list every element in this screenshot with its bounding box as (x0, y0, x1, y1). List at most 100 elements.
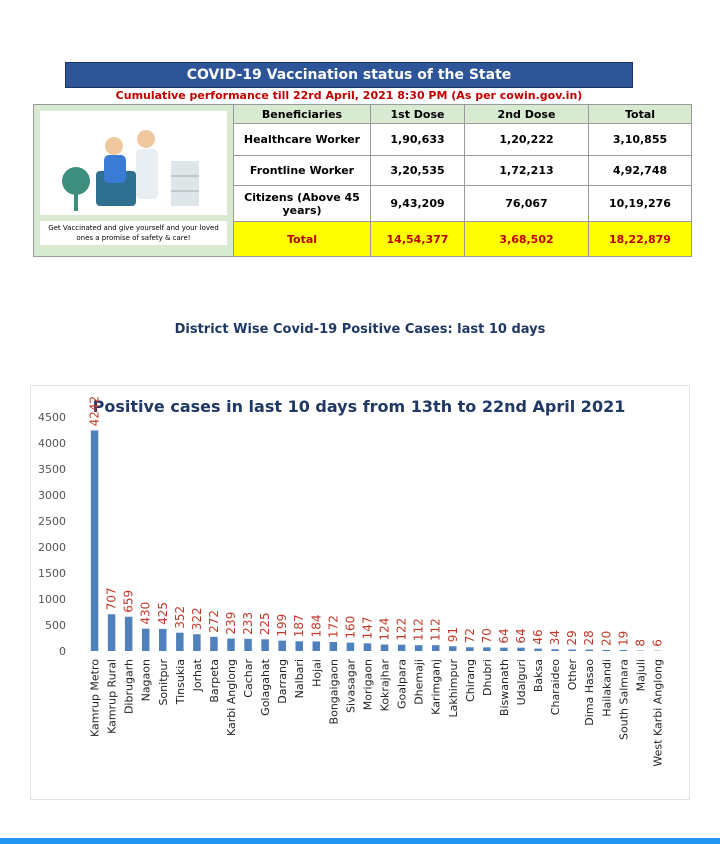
bar (346, 642, 355, 651)
y-tick-label: 4000 (38, 437, 66, 450)
section-title: District Wise Covid-19 Positive Cases: l… (174, 322, 546, 337)
bar (397, 644, 406, 651)
chart-frame: Positive cases in last 10 days from 13th… (30, 385, 690, 800)
table-subtitle: Cumulative performance till 22rd April, … (115, 89, 583, 102)
value-label: 4242 (88, 396, 102, 427)
value-label: 172 (326, 615, 340, 638)
bar (124, 616, 133, 651)
cell: Total (233, 221, 371, 257)
cell: 4,92,748 (588, 155, 692, 186)
y-tick-label: 2000 (38, 541, 66, 554)
cell: Frontline Worker (233, 155, 371, 186)
x-tick-label: Dima Hasao (583, 659, 596, 726)
bar (295, 641, 303, 651)
x-tick-label: Jorhat (191, 658, 204, 692)
x-tick-label: Bongaigaon (327, 659, 340, 724)
value-label: 20 (599, 631, 613, 646)
x-tick-label: Kamrup Rural (106, 659, 119, 734)
cell: 18,22,879 (588, 221, 692, 257)
value-label: 160 (343, 616, 357, 639)
x-tick-label: Kamrup Metro (89, 659, 102, 737)
value-label: 19 (616, 631, 630, 646)
bar (261, 639, 269, 651)
x-tick-label: Golagahat (259, 658, 272, 715)
illustration-art (62, 130, 199, 211)
value-label: 425 (156, 602, 170, 625)
value-label: 112 (412, 618, 426, 641)
bar (449, 646, 457, 651)
x-tick-label: Majuli (634, 659, 647, 691)
chart-title: Positive cases in last 10 days from 13th… (93, 397, 626, 416)
value-label: 233 (241, 612, 255, 635)
y-tick-label: 3500 (38, 463, 66, 476)
cell: 1,72,213 (464, 155, 589, 186)
value-label: 272 (207, 610, 221, 633)
value-label: 187 (292, 614, 306, 637)
bar (414, 645, 423, 651)
x-tick-label: Dhemaji (413, 659, 426, 705)
x-tick-label: Chirang (464, 659, 477, 702)
bar (193, 634, 201, 651)
bar (619, 650, 628, 651)
bar (602, 649, 611, 651)
y-tick-label: 500 (45, 619, 66, 632)
x-tick-label: Sivasagar (344, 659, 357, 713)
x-tick-label: Goalpara (396, 659, 409, 709)
value-label: 91 (446, 627, 460, 642)
column-header: 2nd Dose (464, 104, 589, 124)
bar (483, 647, 491, 651)
bar (90, 430, 99, 651)
y-tick-label: 1000 (38, 593, 66, 606)
bar (517, 647, 525, 651)
x-tick-label: Morigaon (361, 659, 374, 710)
value-label: 707 (105, 587, 119, 610)
value-label: 239 (224, 612, 238, 635)
x-tick-label: Hailakandi (600, 659, 613, 717)
header-row: Get Vaccinated and give yourself and you… (33, 104, 692, 257)
x-tick-label: Darrang (276, 659, 289, 704)
cell: 1,90,633 (370, 123, 465, 156)
bar (431, 645, 440, 651)
value-label: 122 (395, 618, 409, 641)
row: Citizens (Above 45 years) 9,43,209 76,067 1… (34, 185, 692, 222)
column-header: Total (588, 104, 692, 124)
cell: 10,19,276 (588, 185, 692, 222)
bar (466, 647, 474, 651)
value-label: 659 (122, 590, 136, 613)
x-tick-label: Other (566, 659, 579, 691)
x-tick-label: Lakhimpur (447, 659, 460, 718)
poster-caption: Get Vaccinated and give yourself and you… (40, 221, 227, 245)
bar (380, 644, 389, 651)
value-label: 322 (190, 607, 204, 630)
illustration (40, 111, 227, 215)
y-tick-label: 0 (59, 645, 66, 658)
x-tick-label: Dibrugarh (123, 659, 136, 714)
x-tick-label: South Salmara (617, 659, 630, 740)
cell: 9,43,209 (370, 185, 465, 222)
x-tick-label: Udalguri (515, 659, 528, 705)
x-tick-label: Nalbari (293, 659, 306, 698)
cell: 1,20,222 (464, 123, 589, 156)
value-label: 46 (531, 629, 545, 644)
bottom-bar (0, 838, 720, 844)
cell: Citizens (Above 45 years) (233, 185, 371, 222)
bar (244, 638, 252, 651)
column-header: 1st Dose (370, 104, 465, 124)
total-row: Total 14,54,377 3,68,502 18,22,879 (34, 221, 692, 257)
cell: 3,10,855 (588, 123, 692, 156)
cell: 14,54,377 (370, 221, 465, 257)
poster: Get Vaccinated and give yourself and you… (33, 104, 234, 257)
x-tick-label: Charaideo (549, 659, 562, 715)
value-label: 64 (514, 628, 528, 643)
bar (278, 640, 286, 651)
x-tick-label: Barpeta (208, 659, 221, 703)
chart: Positive cases in last 10 days from 13th… (38, 396, 664, 767)
x-tick-label: Tinsukia (174, 659, 187, 705)
value-label: 184 (309, 615, 323, 638)
bar (176, 632, 184, 651)
column-header: Beneficiaries (233, 104, 371, 124)
x-tick-label: Kokrajhar (379, 659, 392, 712)
x-tick-label: Cachar (242, 659, 255, 698)
vaccination-table: Get Vaccinated and give yourself and you… (33, 104, 692, 257)
